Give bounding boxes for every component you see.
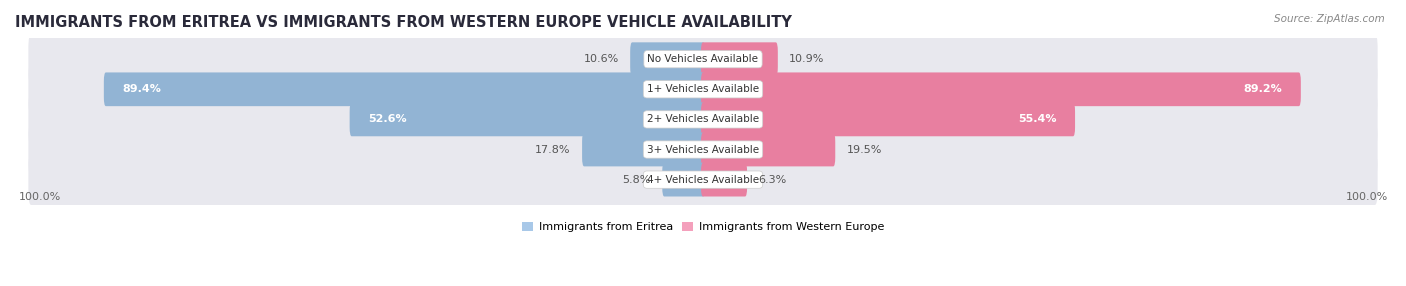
Text: 100.0%: 100.0% <box>18 192 60 202</box>
Text: 10.9%: 10.9% <box>789 54 824 64</box>
FancyBboxPatch shape <box>28 94 1378 145</box>
FancyBboxPatch shape <box>662 163 704 196</box>
FancyBboxPatch shape <box>28 33 1378 85</box>
FancyBboxPatch shape <box>104 72 704 106</box>
Text: 1+ Vehicles Available: 1+ Vehicles Available <box>647 84 759 94</box>
FancyBboxPatch shape <box>702 42 778 76</box>
FancyBboxPatch shape <box>28 124 1378 175</box>
Text: 17.8%: 17.8% <box>536 144 571 154</box>
Text: 2+ Vehicles Available: 2+ Vehicles Available <box>647 114 759 124</box>
Text: 6.3%: 6.3% <box>758 175 787 185</box>
Text: Source: ZipAtlas.com: Source: ZipAtlas.com <box>1274 14 1385 24</box>
FancyBboxPatch shape <box>702 72 1301 106</box>
Text: 4+ Vehicles Available: 4+ Vehicles Available <box>647 175 759 185</box>
Text: 3+ Vehicles Available: 3+ Vehicles Available <box>647 144 759 154</box>
FancyBboxPatch shape <box>702 103 1076 136</box>
Text: 5.8%: 5.8% <box>623 175 651 185</box>
Text: 52.6%: 52.6% <box>368 114 406 124</box>
Legend: Immigrants from Eritrea, Immigrants from Western Europe: Immigrants from Eritrea, Immigrants from… <box>517 217 889 237</box>
FancyBboxPatch shape <box>702 133 835 166</box>
FancyBboxPatch shape <box>702 163 747 196</box>
FancyBboxPatch shape <box>28 63 1378 115</box>
Text: No Vehicles Available: No Vehicles Available <box>648 54 758 64</box>
Text: 89.2%: 89.2% <box>1243 84 1282 94</box>
FancyBboxPatch shape <box>350 103 704 136</box>
Text: 10.6%: 10.6% <box>583 54 619 64</box>
FancyBboxPatch shape <box>582 133 704 166</box>
Text: 100.0%: 100.0% <box>1346 192 1388 202</box>
Text: 19.5%: 19.5% <box>846 144 882 154</box>
FancyBboxPatch shape <box>28 154 1378 206</box>
Text: 89.4%: 89.4% <box>122 84 162 94</box>
Text: 55.4%: 55.4% <box>1018 114 1056 124</box>
FancyBboxPatch shape <box>630 42 704 76</box>
Text: IMMIGRANTS FROM ERITREA VS IMMIGRANTS FROM WESTERN EUROPE VEHICLE AVAILABILITY: IMMIGRANTS FROM ERITREA VS IMMIGRANTS FR… <box>15 15 792 30</box>
